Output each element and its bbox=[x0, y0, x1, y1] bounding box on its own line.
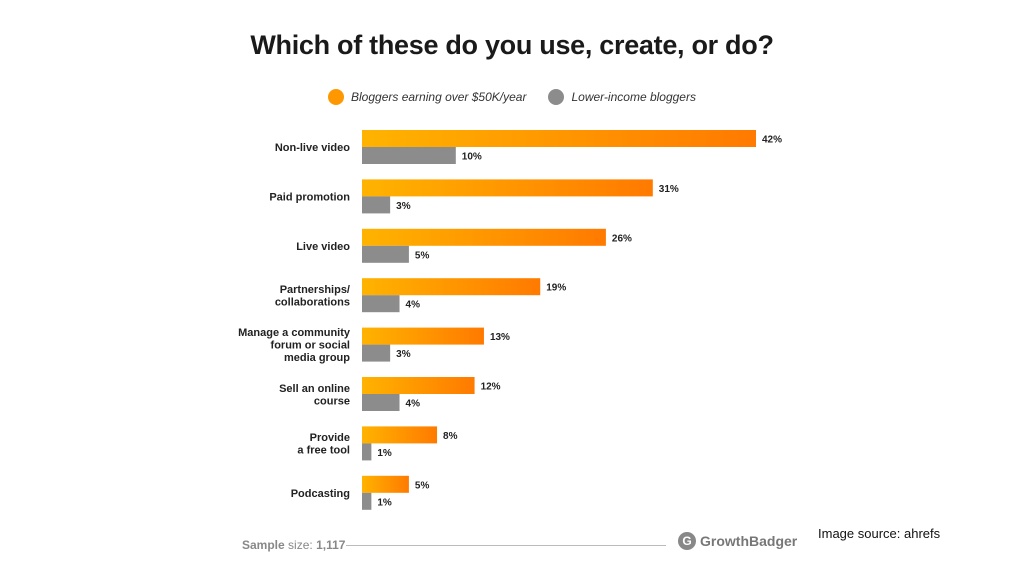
legend-label-lower-income: Lower-income bloggers bbox=[571, 90, 696, 104]
legend-label-high-income: Bloggers earning over $50K/year bbox=[351, 90, 527, 104]
chart-title: Which of these do you use, create, or do… bbox=[250, 30, 774, 60]
value-label-lower-income: 10% bbox=[462, 152, 482, 163]
sample-size: Sample size: 1,117 bbox=[242, 538, 345, 552]
sample-label: Sample bbox=[242, 538, 285, 552]
category-label: Non-live video bbox=[275, 142, 350, 154]
value-label-high-income: 5% bbox=[415, 480, 430, 491]
bar-lower-income bbox=[362, 147, 456, 164]
value-label-lower-income: 3% bbox=[396, 201, 411, 212]
bar-high-income bbox=[362, 228, 606, 246]
bar-lower-income bbox=[362, 295, 400, 313]
bar-high-income bbox=[362, 426, 438, 444]
value-label-high-income: 13% bbox=[490, 332, 510, 343]
category-label: Sell an online course bbox=[279, 383, 350, 408]
bar-high-income bbox=[362, 130, 756, 147]
sample-sub-label: size: bbox=[288, 538, 313, 552]
legend: Bloggers earning over $50K/year Lower-in… bbox=[0, 86, 1024, 108]
category-label: Podcasting bbox=[291, 488, 350, 500]
bar-lower-income bbox=[362, 394, 400, 411]
value-label-lower-income: 4% bbox=[406, 399, 421, 410]
plot-area: Non-live video 42% 10% Paid promotion 31% 3% L… bbox=[238, 130, 782, 510]
category-label: Partnerships/collaborations bbox=[275, 284, 350, 309]
value-label-lower-income: 1% bbox=[377, 497, 392, 508]
bar-lower-income bbox=[362, 245, 409, 263]
sample-value: 1,117 bbox=[316, 538, 346, 552]
growthbadger-icon: G bbox=[678, 532, 696, 550]
category-label: Manage a community forum or social media g… bbox=[238, 327, 351, 364]
legend-item-lower-income: Lower-income bloggers bbox=[548, 89, 696, 105]
value-label-lower-income: 1% bbox=[377, 448, 392, 459]
value-label-high-income: 42% bbox=[762, 135, 782, 146]
legend-item-high-income: Bloggers earning over $50K/year bbox=[328, 89, 526, 105]
legend-swatch-high-income bbox=[328, 89, 345, 105]
value-label-lower-income: 3% bbox=[396, 349, 411, 360]
bar-lower-income bbox=[362, 196, 391, 214]
category-label: Provide a free tool bbox=[297, 432, 350, 457]
footer-divider bbox=[346, 545, 666, 546]
bar-high-income bbox=[362, 179, 653, 197]
value-label-high-income: 19% bbox=[546, 283, 566, 294]
bar-high-income bbox=[362, 278, 541, 296]
bar-lower-income bbox=[362, 443, 372, 461]
category-label: Live video bbox=[296, 241, 350, 253]
brand-name: GrowthBadger bbox=[700, 533, 798, 549]
value-label-lower-income: 5% bbox=[415, 250, 430, 261]
bar-lower-income bbox=[362, 344, 391, 362]
category-label: Paid promotion bbox=[269, 191, 350, 203]
bar-high-income bbox=[362, 377, 475, 394]
bar-high-income bbox=[362, 327, 484, 345]
image-source-note: Image source: ahrefs bbox=[818, 526, 941, 541]
value-label-high-income: 12% bbox=[481, 382, 501, 393]
value-label-lower-income: 4% bbox=[406, 300, 421, 311]
value-label-high-income: 31% bbox=[659, 184, 679, 195]
legend-swatch-lower-income bbox=[548, 89, 565, 105]
value-label-high-income: 26% bbox=[612, 233, 632, 244]
bar-lower-income bbox=[362, 492, 372, 510]
value-label-high-income: 8% bbox=[443, 431, 458, 442]
brand-logo: G GrowthBadger bbox=[678, 532, 797, 550]
bar-high-income bbox=[362, 475, 409, 493]
